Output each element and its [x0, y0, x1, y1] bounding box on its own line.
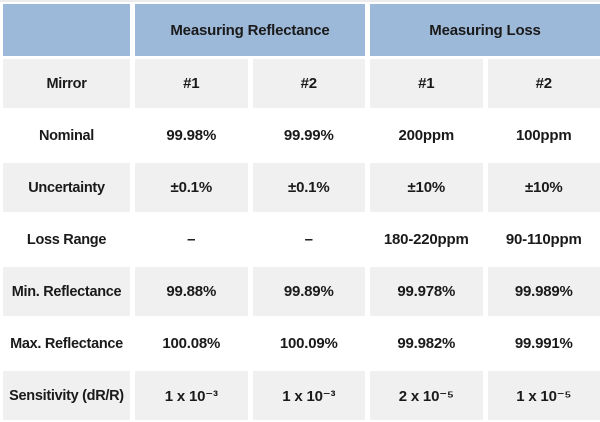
- cell-min-reflectance-reflectance-2: 99.89%: [252, 267, 365, 316]
- column-header-loss-1: #1: [370, 59, 483, 108]
- cell-loss-range-reflectance-2: –: [252, 215, 365, 264]
- row-label-mirror: Mirror: [3, 59, 130, 108]
- cell-max-reflectance-reflectance-2: 100.09%: [252, 319, 365, 368]
- row-label-max-reflectance: Max. Reflectance: [3, 319, 130, 368]
- cell-uncertainty-loss-2: ±10%: [487, 163, 600, 212]
- row-label-nominal: Nominal: [3, 111, 130, 160]
- cell-uncertainty-loss-1: ±10%: [370, 163, 483, 212]
- cell-loss-range-loss-2: 90-110ppm: [487, 215, 600, 264]
- column-header-reflectance-2: #2: [252, 59, 365, 108]
- cell-uncertainty-reflectance-1: ±0.1%: [135, 163, 248, 212]
- cell-sensitivity-reflectance-1: 1 x 10⁻³: [135, 371, 248, 420]
- cell-nominal-reflectance-2: 99.99%: [252, 111, 365, 160]
- cell-max-reflectance-loss-2: 99.991%: [487, 319, 600, 368]
- cell-max-reflectance-reflectance-1: 100.08%: [135, 319, 248, 368]
- header-group-measuring-loss: Measuring Loss: [370, 4, 600, 56]
- cell-sensitivity-loss-1: 2 x 10⁻⁵: [370, 371, 483, 420]
- row-label-loss-range: Loss Range: [3, 215, 130, 264]
- cell-min-reflectance-loss-1: 99.978%: [370, 267, 483, 316]
- cell-nominal-loss-2: 100ppm: [487, 111, 600, 160]
- header-corner-cell: [3, 4, 130, 56]
- cell-nominal-reflectance-1: 99.98%: [135, 111, 248, 160]
- cell-loss-range-loss-1: 180-220ppm: [370, 215, 483, 264]
- cell-loss-range-reflectance-1: –: [135, 215, 248, 264]
- row-label-uncertainty: Uncertainty: [3, 163, 130, 212]
- header-group-measuring-reflectance: Measuring Reflectance: [135, 4, 365, 56]
- column-header-loss-2: #2: [487, 59, 600, 108]
- cell-nominal-loss-1: 200ppm: [370, 111, 483, 160]
- cell-max-reflectance-loss-1: 99.982%: [370, 319, 483, 368]
- cell-uncertainty-reflectance-2: ±0.1%: [252, 163, 365, 212]
- cell-sensitivity-loss-2: 1 x 10⁻⁵: [487, 371, 600, 420]
- mirror-measurement-table: Measuring Reflectance Measuring Loss Mir…: [3, 4, 600, 420]
- cell-min-reflectance-reflectance-1: 99.88%: [135, 267, 248, 316]
- row-label-min-reflectance: Min. Reflectance: [3, 267, 130, 316]
- row-label-sensitivity: Sensitivity (dR/R): [3, 371, 130, 420]
- cell-min-reflectance-loss-2: 99.989%: [487, 267, 600, 316]
- cell-sensitivity-reflectance-2: 1 x 10⁻³: [252, 371, 365, 420]
- column-header-reflectance-1: #1: [135, 59, 248, 108]
